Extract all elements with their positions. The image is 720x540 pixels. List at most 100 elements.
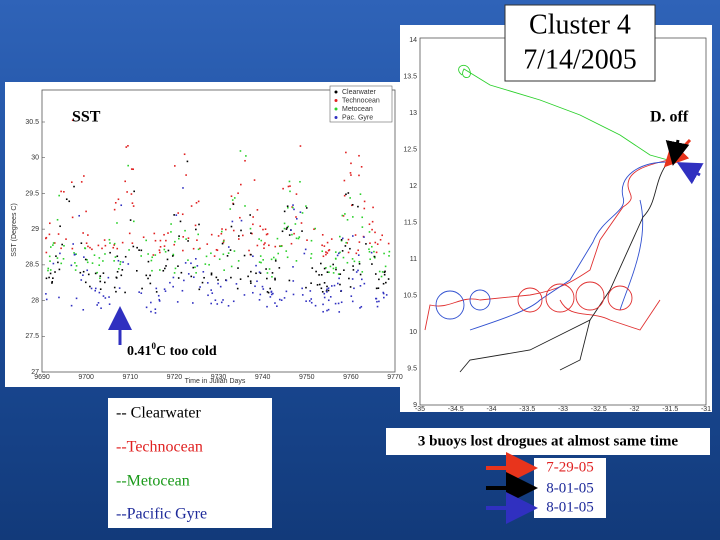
sst-dot <box>336 254 339 257</box>
sst-dot <box>347 251 350 254</box>
sst-dot <box>211 292 214 294</box>
sst-dot <box>358 174 360 177</box>
sst-dot <box>122 261 124 263</box>
sst-dot <box>270 291 273 293</box>
sst-dot <box>289 185 291 187</box>
sst-dot <box>89 285 91 288</box>
sst-dot <box>333 284 336 287</box>
sst-dot <box>239 150 242 152</box>
sst-dot <box>230 195 233 198</box>
sst-dot <box>322 255 325 258</box>
sst-dot <box>368 231 371 233</box>
sst-dot <box>296 217 298 220</box>
sst-dot <box>351 278 354 280</box>
sst-dot <box>254 285 256 288</box>
sst-dot <box>127 145 129 147</box>
sst-dot <box>295 193 298 195</box>
sst-dot <box>84 258 87 261</box>
sst-dot <box>321 250 324 253</box>
sst-dot <box>196 265 199 267</box>
sst-dot <box>310 257 312 259</box>
sst-dot <box>326 309 328 312</box>
sst-dot <box>158 249 161 251</box>
sst-dot <box>49 260 51 262</box>
sst-dot <box>45 251 48 254</box>
sst-dot <box>264 242 266 244</box>
sst-dot <box>45 298 48 301</box>
sst-dot <box>327 308 330 311</box>
sst-dot <box>345 241 348 244</box>
sst-dot <box>91 262 94 264</box>
sst-dot <box>62 258 65 260</box>
sst-dot <box>45 277 48 280</box>
sst-dot <box>65 238 67 240</box>
sst-dot <box>116 222 118 224</box>
sst-dot <box>341 214 344 217</box>
sst-dot <box>328 271 330 274</box>
sst-dot <box>233 250 236 252</box>
note: 3 buoys lost drogues at almost same time <box>418 433 678 449</box>
sst-dot <box>99 280 102 283</box>
sst-dot <box>59 252 61 255</box>
sst-dot <box>354 234 357 236</box>
sst-dot <box>320 287 323 290</box>
sst-dot <box>166 258 169 261</box>
sst-dot <box>298 236 301 238</box>
sst-dot <box>336 282 339 285</box>
sst-dot <box>187 259 189 261</box>
sst-dot <box>235 283 238 285</box>
sst-dot <box>285 250 288 252</box>
sst-dot <box>85 210 87 213</box>
sst-dot <box>215 248 218 251</box>
sst-dot <box>349 247 351 250</box>
sst-dot <box>150 301 152 304</box>
sst-dot <box>250 253 252 256</box>
sst-dot <box>249 227 252 230</box>
sst-dot <box>359 273 362 276</box>
sst-dot <box>368 223 371 226</box>
sst-dot <box>358 260 361 263</box>
sst-x-tick-label: 9690 <box>34 374 50 381</box>
sst-dot <box>133 190 135 193</box>
loops <box>435 281 633 320</box>
sst-x-tick-label: 9730 <box>211 374 227 381</box>
sst-dot <box>361 271 364 273</box>
sst-dot <box>74 269 77 271</box>
sst-dot <box>379 238 382 241</box>
sst-y-tick-label: 27.5 <box>25 333 39 340</box>
sst-dot <box>132 245 135 248</box>
track-pacific-gyre <box>469 161 669 331</box>
sst-dot <box>151 269 153 272</box>
sst-dot <box>358 154 360 157</box>
sst-dot <box>255 272 257 275</box>
sst-dot <box>112 246 115 249</box>
map-y-tick-label: 10.5 <box>403 292 417 299</box>
sst-dot <box>265 268 267 270</box>
sst-dot <box>108 296 110 298</box>
sst-dot <box>86 269 89 272</box>
sst-dot <box>187 237 190 240</box>
sst-dot <box>210 272 213 275</box>
note-box <box>386 428 710 455</box>
sst-dot <box>222 241 225 244</box>
sst-dot <box>373 250 375 253</box>
sst-dot <box>292 204 294 206</box>
sst-dot <box>318 274 320 276</box>
sst-dot <box>172 285 174 288</box>
sst-dot <box>321 244 323 247</box>
sst-dot <box>353 260 356 263</box>
map-y-tick-label: 11 <box>410 256 417 263</box>
sst-dot <box>368 250 371 253</box>
sst-dot <box>258 238 260 240</box>
sst-label: SST <box>72 109 101 126</box>
sst-dot <box>210 233 213 236</box>
sst-dot <box>230 265 233 268</box>
sst-dot <box>190 205 193 207</box>
sst-dot <box>184 262 187 264</box>
sst-dot <box>327 289 330 292</box>
sst-dot <box>60 247 62 250</box>
sst-dot <box>274 245 277 248</box>
sst-dot <box>116 270 119 273</box>
sst-dot <box>358 262 361 265</box>
sst-dot <box>47 269 49 272</box>
